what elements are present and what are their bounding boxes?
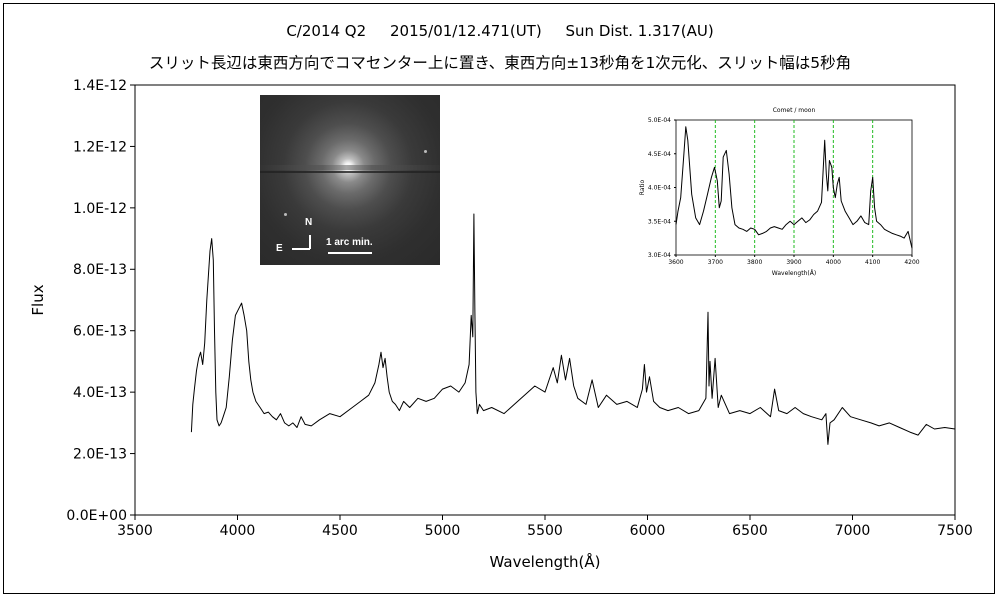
star-dot (284, 213, 287, 216)
x-tick-label: 5500 (527, 523, 563, 539)
y-tick-label: 1.2E-12 (73, 139, 127, 155)
figure-frame (3, 3, 995, 594)
x-tick-label: 4500 (322, 523, 358, 539)
scale-label: 1 arc min. (326, 237, 373, 248)
north-label: N (305, 217, 313, 228)
y-tick-label: 8.0E-13 (73, 262, 127, 278)
east-arrow (292, 248, 310, 250)
slit-band (260, 165, 440, 170)
x-tick-label: 6500 (732, 523, 768, 539)
scale-bar (328, 252, 372, 254)
north-arrow (309, 235, 311, 249)
x-tick-label: 4000 (220, 523, 256, 539)
x-axis-label: Wavelength(Å) (490, 552, 601, 571)
y-tick-label: 1.0E-12 (73, 201, 127, 217)
x-tick-label: 3500 (117, 523, 153, 539)
x-tick-label: 7000 (835, 523, 871, 539)
series-line (190, 213, 956, 445)
chart-subtitle: スリット長辺は東西方向でコマセンター上に置き、東西方向±13秒角を1次元化、スリ… (148, 54, 852, 72)
chart-title: C/2014 Q2 2015/01/12.471(UT) Sun Dist. 1… (286, 22, 714, 40)
x-tick-label: 5000 (425, 523, 461, 539)
y-tick-label: 0.0E+00 (66, 508, 127, 524)
east-label: E (276, 243, 283, 254)
slit-band-shadow (260, 171, 440, 173)
comet-image: N E 1 arc min. (260, 95, 440, 265)
x-tick-label: 6000 (630, 523, 666, 539)
x-tick-label: 7500 (937, 523, 973, 539)
plot-area (134, 84, 956, 516)
y-tick-label: 1.4E-12 (73, 78, 127, 94)
y-axis-label: Flux (29, 284, 47, 315)
star-dot (424, 150, 427, 153)
y-tick-label: 4.0E-13 (73, 385, 127, 401)
y-tick-label: 2.0E-13 (73, 446, 127, 462)
y-tick-label: 6.0E-13 (73, 324, 127, 340)
